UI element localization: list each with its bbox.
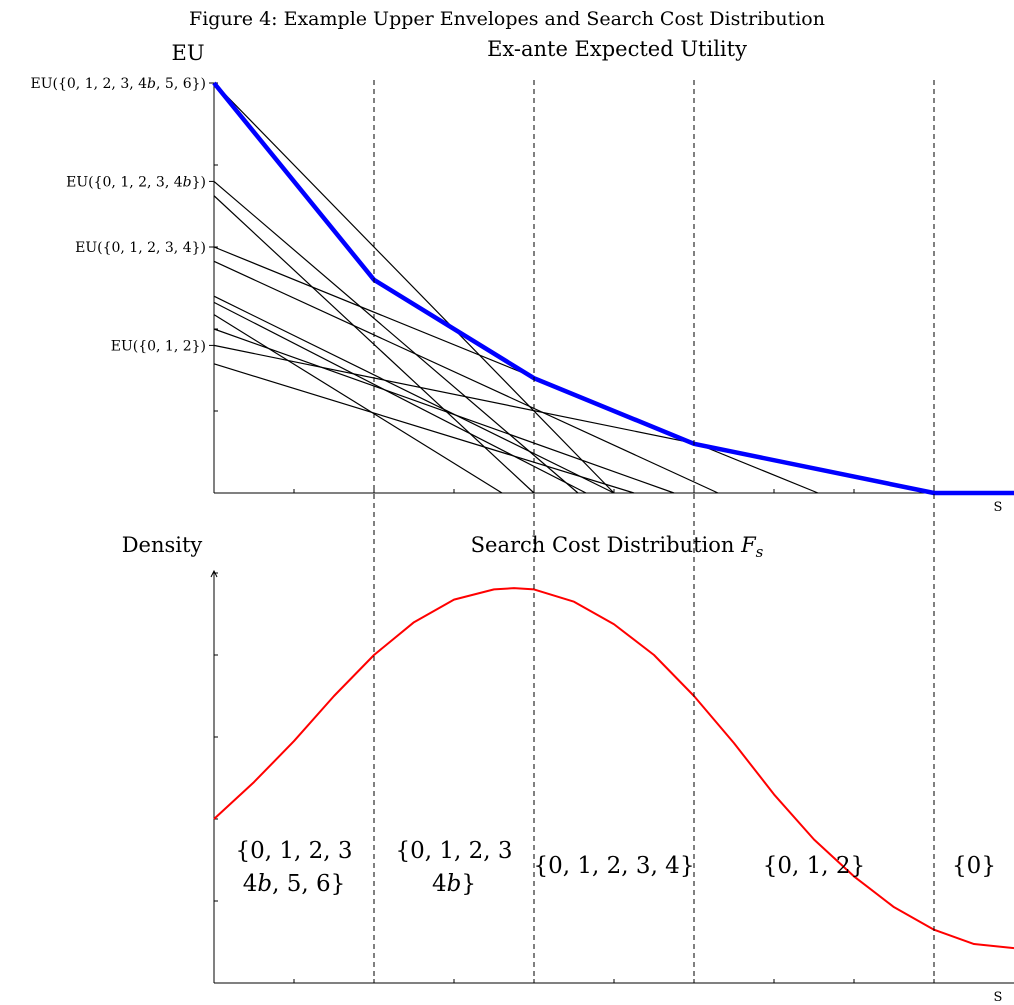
density-panel: Search Cost Distribution Fs Density {0, …	[122, 533, 1014, 1005]
upper-envelope-line	[212, 81, 1014, 496]
eu-x-axis-label: S	[994, 500, 1003, 515]
region-label-1-line-1: {0, 1, 2, 3	[235, 838, 352, 864]
eu-panel: Ex-ante Expected Utility EU EU({0, 1, 2,…	[31, 37, 1014, 515]
eu-upper-envelope	[212, 81, 1014, 496]
region-label-2-line-2: 4b}	[432, 871, 476, 897]
density-axis-ticks	[214, 572, 935, 983]
eu-axis-ticks	[214, 82, 935, 493]
figure-title: Figure 4: Example Upper Envelopes and Se…	[189, 8, 825, 30]
eu-y-tick-label-4: EU({0, 1, 2})	[111, 338, 206, 354]
density-line	[213, 587, 1014, 950]
density-title-text: Search Cost Distribution	[471, 533, 741, 557]
density-x-axis-label: S	[994, 990, 1003, 1005]
density-y-axis-label: Density	[122, 533, 203, 557]
region-labels: {0, 1, 2, 3 4b, 5, 6} {0, 1, 2, 3 4b} {0, 1,…	[235, 838, 995, 897]
eu-y-axis-label: EU	[171, 41, 204, 65]
density-panel-title: Search Cost Distribution Fs	[471, 533, 764, 561]
eu-panel-title: Ex-ante Expected Utility	[487, 37, 747, 61]
eu-line-4	[213, 246, 819, 494]
eu-line-9	[213, 328, 675, 494]
eu-line-8	[213, 314, 503, 494]
eu-y-tick-labels: EU({0, 1, 2, 3, 4b, 5, 6}) EU({0, 1, 2, 3…	[31, 76, 214, 354]
density-curve	[213, 587, 1014, 950]
eu-line-5	[213, 260, 719, 494]
eu-line-6	[213, 295, 615, 494]
eu-y-tick-label-1: EU({0, 1, 2, 3, 4b, 5, 6})	[31, 76, 206, 92]
region-label-3-line-1: {0, 1, 2, 3, 4}	[534, 853, 695, 879]
density-y-axis-arrow	[210, 569, 218, 578]
eu-line-2	[213, 180, 579, 494]
eu-line-1	[213, 82, 615, 494]
density-title-subscript: s	[756, 543, 764, 561]
region-label-1-line-2: 4b, 5, 6}	[243, 871, 346, 897]
eu-line-7	[213, 301, 587, 494]
eu-y-tick-label-2: EU({0, 1, 2, 3, 4b})	[66, 174, 206, 190]
region-label-4-line-1: {0, 1, 2}	[763, 853, 865, 879]
eu-line-11	[213, 363, 635, 494]
region-label-2-line-1: {0, 1, 2, 3	[395, 838, 512, 864]
vertical-dashed-lines	[373, 80, 935, 983]
eu-series-lines	[213, 82, 939, 494]
density-title-symbol: F	[740, 533, 757, 557]
eu-y-tick-label-3: EU({0, 1, 2, 3, 4})	[75, 240, 206, 256]
region-label-5-line-1: {0}	[952, 853, 996, 879]
